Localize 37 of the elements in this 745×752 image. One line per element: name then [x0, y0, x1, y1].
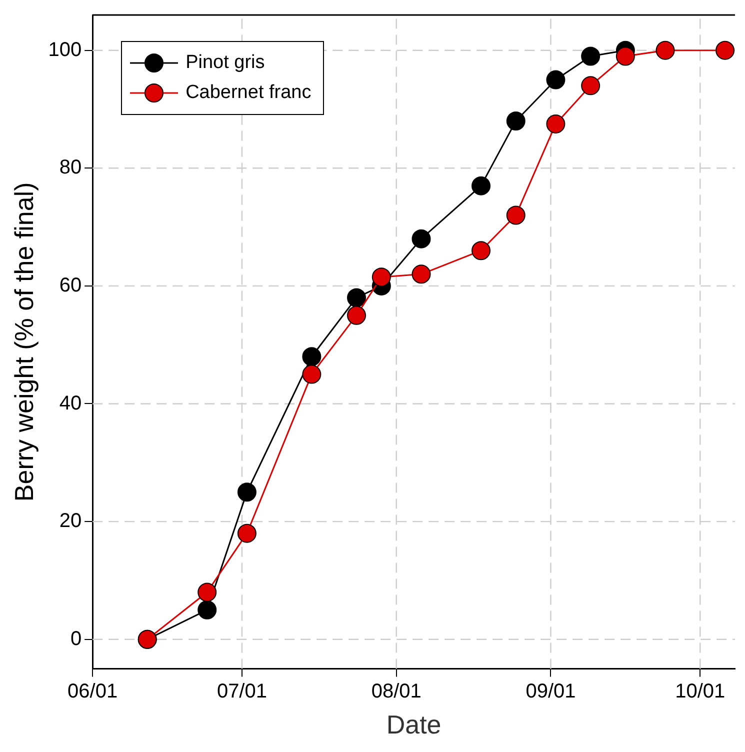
point: [546, 114, 566, 134]
point: [412, 229, 431, 248]
point: [347, 306, 366, 325]
x-tick-label: 09/01: [526, 680, 576, 702]
point: [506, 112, 526, 131]
y-axis-title: Berry weight (% of the final): [8, 182, 39, 502]
point: [616, 46, 635, 66]
x-tick-label: 06/01: [68, 680, 118, 702]
point: [198, 582, 217, 602]
x-tick-label: 07/01: [216, 680, 268, 702]
point: [412, 264, 431, 284]
point: [302, 347, 322, 366]
y-tick-label: 60: [59, 274, 82, 296]
point: [472, 241, 491, 260]
point: [347, 288, 366, 308]
x-tick-label: 10/01: [675, 680, 726, 702]
y-tick-label: 20: [59, 510, 82, 532]
point: [237, 524, 256, 543]
point: [581, 46, 600, 66]
point: [372, 268, 391, 287]
y-tick-label: 100: [48, 38, 82, 61]
legend-label: Cabernet franc: [186, 82, 312, 104]
point: [472, 176, 491, 196]
x-tick-label: 08/01: [371, 680, 422, 702]
point: [302, 364, 322, 384]
point: [546, 70, 566, 90]
point: [581, 76, 600, 96]
point: [506, 206, 526, 225]
point: [237, 482, 256, 502]
x-axis-title: Date: [386, 710, 442, 740]
y-tick-label: 0: [70, 628, 82, 650]
point: [716, 40, 735, 60]
point: [656, 40, 675, 60]
point: [198, 600, 217, 620]
y-tick-label: 80: [59, 156, 82, 179]
y-tick-label: 40: [59, 392, 82, 414]
legend-label: Pinot gris: [186, 52, 265, 74]
